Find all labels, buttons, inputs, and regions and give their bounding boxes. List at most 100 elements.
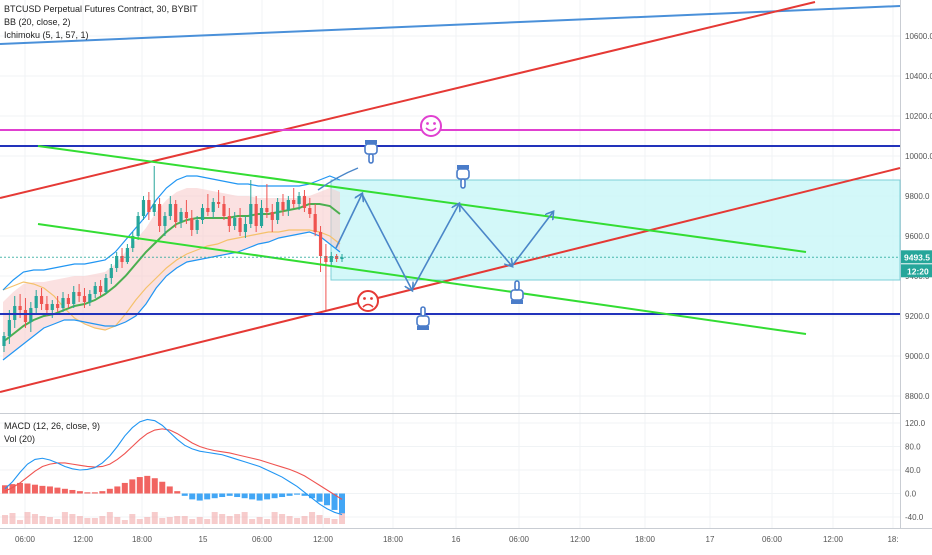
candle-26	[141, 196, 146, 220]
pointing-down-hand-icon-palm	[364, 143, 378, 155]
volume-bar-30	[226, 516, 233, 524]
macd-hist-bar-36	[271, 493, 278, 499]
pointing-down-hand-icon-cuff	[365, 140, 377, 144]
volume-bar-37	[279, 514, 286, 524]
candle-23	[125, 244, 129, 264]
macd-hist-bar-27	[204, 493, 211, 500]
volume-bar-11	[84, 518, 91, 524]
volume-bar-32	[241, 512, 248, 524]
volume-bar-14	[106, 512, 113, 524]
candle-body-17	[93, 286, 97, 294]
candle-body-8	[45, 304, 49, 310]
volume-bar-6	[46, 517, 53, 524]
candle-22	[120, 248, 124, 268]
candle-body-63	[340, 257, 344, 259]
candle-32	[174, 200, 178, 228]
candle-body-61	[329, 256, 333, 262]
candle-61	[329, 252, 333, 266]
time-tick-label-14: 18:	[887, 535, 898, 544]
candle-body-28	[152, 204, 156, 212]
pointing-down-hand-icon-2-palm	[456, 168, 470, 180]
macd-hist-bar-24	[181, 493, 188, 496]
candle-42	[227, 208, 231, 232]
time-tick-label-12: 06:00	[762, 535, 783, 544]
macd-hist-bar-26	[196, 493, 203, 501]
price-tick-label-2: 9200.0	[905, 312, 930, 321]
volume-bar-36	[271, 512, 278, 524]
pointing-down-hand-icon-2	[456, 165, 470, 189]
candle-29	[157, 198, 162, 232]
volume-bar-38	[286, 516, 293, 524]
candle-body-27	[147, 200, 151, 212]
candle-12	[66, 294, 70, 308]
macd-hist-bar-17	[129, 479, 136, 494]
volume-bar-15	[114, 517, 121, 524]
candle-body-52	[281, 202, 285, 210]
candle-45	[243, 216, 248, 238]
candle-0	[2, 332, 6, 352]
chart-title: BTCUSD Perpetual Futures Contract, 30, B…	[4, 4, 198, 14]
volume-bar-10	[76, 516, 83, 524]
candle-body-33	[179, 212, 183, 222]
candle-16	[88, 290, 92, 306]
candle-body-60	[324, 256, 328, 262]
candle-56	[302, 190, 307, 212]
macd-hist-bar-23	[174, 491, 181, 494]
macd-hist-bar-41	[309, 493, 316, 499]
candle-31	[168, 196, 172, 220]
volume-bar-5	[39, 516, 46, 524]
candle-body-59	[318, 232, 323, 256]
projection-arrow-2	[411, 204, 459, 291]
projection-arrow-4	[511, 212, 553, 267]
time-tick-label-7: 16	[452, 535, 461, 544]
macd-hist-bar-7	[54, 487, 61, 494]
bb-basis	[2, 203, 341, 343]
candle-21	[115, 252, 119, 272]
volume-bar-34	[256, 517, 263, 524]
pointing-down-hand-icon-2-cuff	[457, 165, 469, 169]
time-tick-label-1: 12:00	[73, 535, 94, 544]
macd-hist-bar-22	[166, 486, 173, 494]
volume-bar-9	[69, 514, 76, 524]
candle-43	[233, 212, 237, 230]
candle-body-38	[206, 208, 210, 212]
candle-40	[217, 190, 221, 208]
time-tick-label-0: 06:00	[15, 535, 36, 544]
macd-hist-bar-35	[264, 493, 271, 500]
candle-39	[211, 198, 215, 218]
volume-bar-25	[189, 519, 196, 524]
time-tick-label-4: 06:00	[252, 535, 273, 544]
candle-53	[286, 196, 290, 216]
macd-hist-bar-12	[91, 492, 98, 494]
candle-body-49	[265, 208, 269, 212]
candle-body-10	[56, 304, 60, 308]
macd-line	[4, 418, 343, 516]
candle-25	[136, 212, 140, 240]
volume-bar-17	[129, 514, 136, 524]
macd-hist-bar-28	[211, 493, 218, 499]
macd-tick-label-2: 40.0	[905, 466, 921, 475]
smiley-face	[420, 115, 442, 137]
macd-hist-bar-18	[136, 477, 143, 494]
volume-bar-24	[181, 516, 188, 524]
candle-54	[292, 188, 296, 208]
macd-hist-bar-11	[84, 492, 91, 494]
volume-bar-42	[316, 515, 323, 524]
candle-44	[238, 208, 242, 236]
volume-bar-12	[91, 518, 98, 524]
price-tick-label-1: 9000.0	[905, 352, 930, 361]
candle-body-57	[308, 208, 312, 214]
candle-body-48	[259, 208, 264, 226]
pointing-up-hand-icon-2	[510, 280, 524, 304]
candle-50	[270, 204, 274, 232]
candle-body-24	[131, 236, 135, 248]
candle-60	[324, 244, 328, 310]
volume-bar-45	[339, 513, 345, 524]
candle-body-50	[270, 212, 274, 220]
candle-19	[104, 274, 108, 294]
candle-body-29	[157, 204, 162, 226]
price-tick-label-0: 8800.0	[905, 392, 930, 401]
candle-51	[276, 198, 280, 224]
pointing-up-hand-icon-cuff	[417, 326, 429, 330]
